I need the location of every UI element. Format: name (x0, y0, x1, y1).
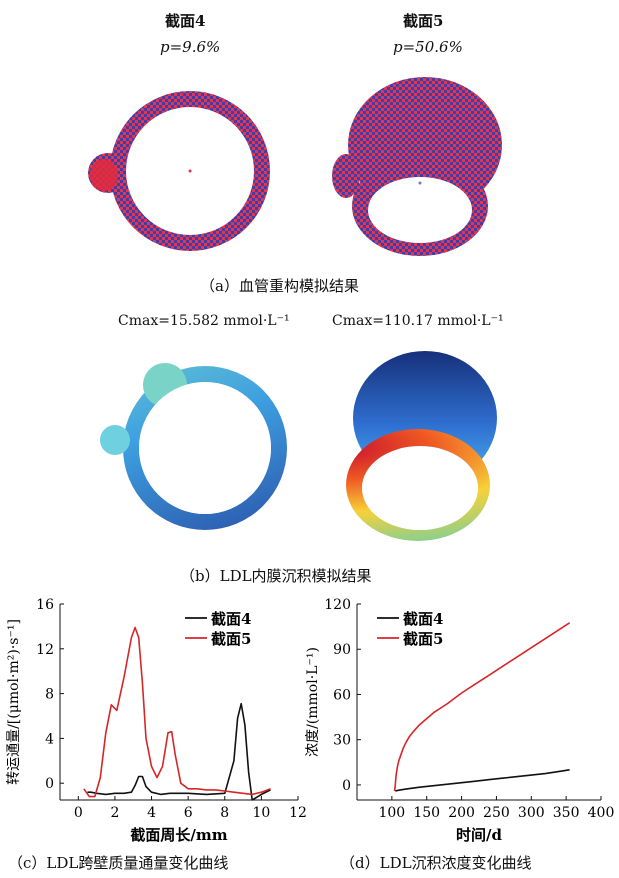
y-tick-label: 8 (45, 687, 54, 703)
y-tick-label: 12 (36, 642, 54, 658)
x-tick-label: 200 (448, 805, 475, 821)
x-tick-label: 2 (110, 805, 119, 821)
section5-p-value: p=50.6% (393, 38, 463, 56)
x-axis-label: 时间/d (456, 826, 502, 844)
x-tick-label: 150 (413, 805, 440, 821)
caption-b: （b）LDL内膜沉积模拟结果 (180, 567, 372, 585)
section5-center-dot (418, 181, 422, 185)
y-tick-label: 0 (342, 778, 351, 794)
x-tick-label: 12 (289, 805, 307, 821)
legend-label: 截面4 (211, 610, 251, 628)
section5-ldl-ring (0, 340, 619, 555)
series-line-section5 (83, 626, 271, 798)
cmax-section4: Cmax=15.582 mmol·L⁻¹ (118, 313, 290, 329)
x-tick-label: 6 (184, 805, 193, 821)
caption-c: （c）LDL跨壁质量通量变化曲线 (8, 854, 229, 872)
y-axis-label: 转运通量/[(μmol·m²)·s⁻¹] (6, 619, 22, 785)
x-tick-label: 250 (483, 805, 510, 821)
y-tick-label: 30 (333, 733, 351, 749)
y-axis-label: 浓度/(mmol·L⁻¹) (305, 647, 321, 757)
y-tick-label: 120 (324, 597, 351, 613)
section5-wall-image (0, 60, 619, 260)
x-tick-label: 0 (74, 805, 83, 821)
legend-label: 截面5 (211, 630, 251, 648)
y-tick-label: 90 (333, 642, 351, 658)
legend-label: 截面4 (403, 610, 443, 628)
caption-a: （a）血管重构模拟结果 (200, 277, 359, 295)
y-tick-label: 16 (36, 597, 54, 613)
remodeling-images (0, 60, 619, 260)
x-axis-label: 截面周长/mm (130, 826, 227, 844)
legend-label: 截面5 (403, 630, 443, 648)
y-tick-label: 60 (333, 687, 351, 703)
x-tick-label: 400 (588, 805, 615, 821)
ldl-deposition-images (0, 340, 619, 555)
chart-d-concentration: 100 150 200 250 300 350 400 0 30 60 90 120 时间/d 浓度/(m… (305, 597, 615, 844)
section5-title: 截面5 (403, 12, 444, 30)
chart-c-flux: 0 2 4 6 8 10 12 0 4 8 12 16 截面周长/mm 转运通量/[(μmol·m²)·s… (6, 597, 307, 844)
series-line-section4 (395, 769, 570, 792)
section4-p-value: p=9.6% (160, 38, 221, 56)
y-tick-label: 4 (45, 731, 54, 747)
caption-d: （d）LDL沉积浓度变化曲线 (340, 854, 532, 872)
x-tick-label: 350 (553, 805, 580, 821)
section4-title: 截面4 (165, 12, 206, 30)
x-tick-label: 100 (378, 805, 405, 821)
series-line-section5 (393, 622, 571, 792)
series-line-section4 (87, 702, 271, 801)
x-tick-label: 8 (220, 805, 229, 821)
x-tick-label: 10 (252, 805, 270, 821)
x-tick-label: 300 (518, 805, 545, 821)
x-tick-label: 4 (147, 805, 156, 821)
cmax-section5: Cmax=110.17 mmol·L⁻¹ (332, 313, 504, 329)
y-tick-label: 0 (45, 776, 54, 792)
